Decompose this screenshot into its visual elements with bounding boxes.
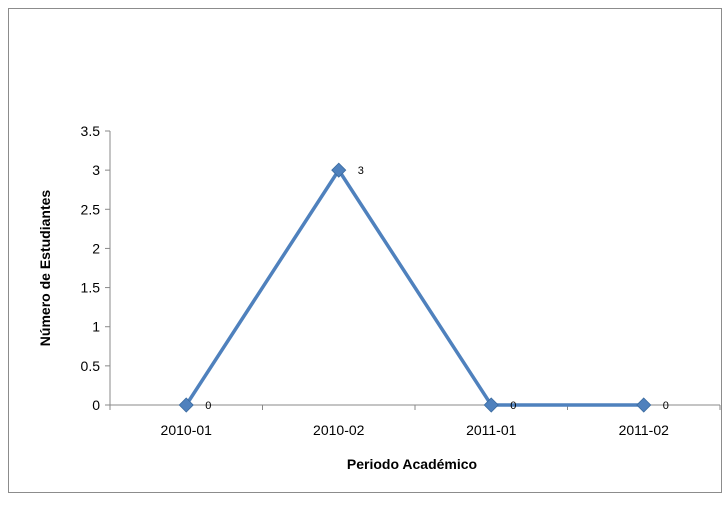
y-axis-ticks: 0 0.5 1 1.5 2 2.5 3 3.5 — [81, 123, 110, 413]
data-markers — [178, 162, 652, 413]
y-tick-label: 0 — [92, 397, 100, 413]
data-point-marker — [331, 162, 347, 178]
data-point-marker — [483, 397, 499, 413]
data-label: 0 — [663, 400, 669, 412]
x-tick-label: 2011-02 — [619, 422, 670, 438]
y-tick-label: 1 — [92, 319, 100, 335]
chart-frame — [8, 8, 722, 493]
x-tick-label: 2010-02 — [313, 422, 365, 438]
y-tick-label: 3 — [92, 162, 100, 178]
data-point-marker — [178, 397, 194, 413]
x-axis-title: Periodo Académico — [347, 456, 477, 472]
y-tick-label: 2.5 — [81, 201, 101, 217]
data-labels: 0 3 0 0 — [205, 165, 669, 412]
x-tick-label: 2011-01 — [466, 422, 517, 438]
data-label: 0 — [510, 400, 516, 412]
x-tick-label: 2010-01 — [161, 422, 213, 438]
y-axis-title: Número de Estudiantes — [37, 190, 53, 347]
y-tick-label: 0.5 — [81, 358, 101, 374]
data-point-marker — [636, 397, 652, 413]
x-axis-ticks: 2010-01 2010-02 2011-01 2011-02 — [109, 405, 721, 438]
y-tick-label: 2 — [92, 240, 100, 256]
data-label: 0 — [205, 400, 211, 412]
y-tick-label: 1.5 — [81, 280, 101, 296]
y-tick-label: 3.5 — [81, 123, 101, 139]
series-group — [184, 166, 644, 407]
data-label: 3 — [358, 165, 364, 177]
series-line — [184, 166, 644, 407]
